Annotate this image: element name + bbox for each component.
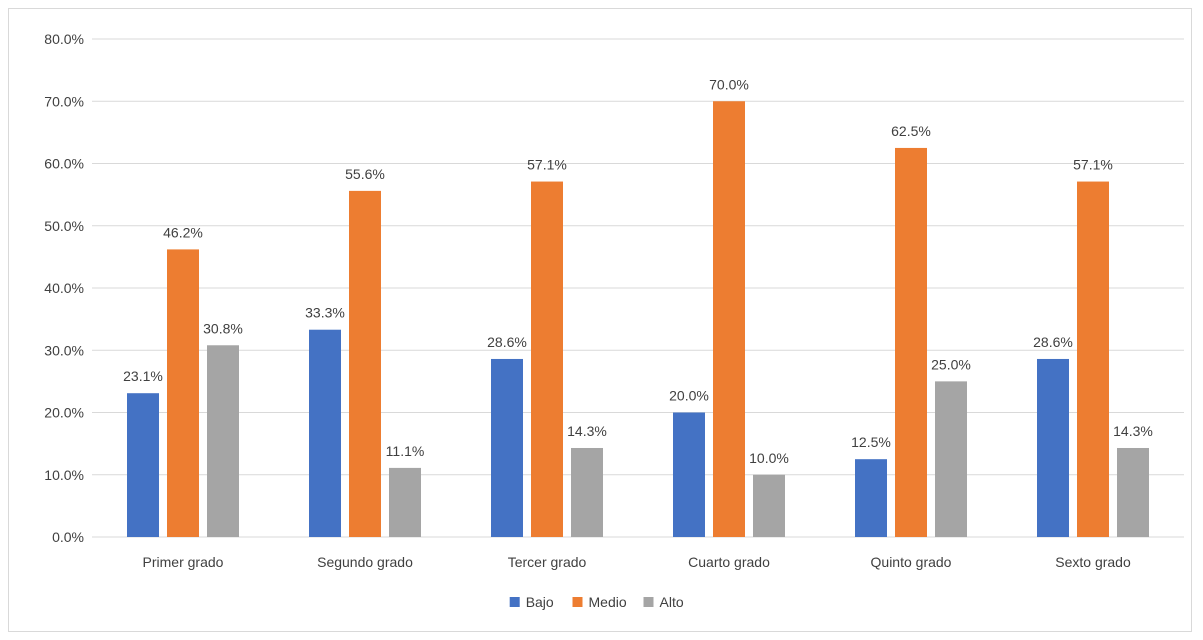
data-label-bajo: 28.6% (487, 334, 527, 350)
bar-alto-1 (207, 345, 239, 537)
y-tick-label: 80.0% (44, 31, 84, 47)
bar-medio-3 (531, 181, 563, 538)
y-tick-label: 60.0% (44, 156, 84, 172)
y-tick-label: 40.0% (44, 280, 84, 296)
data-label-bajo: 23.1% (123, 368, 163, 384)
bar-medio-2 (349, 190, 381, 537)
bar-medio-6 (1077, 181, 1109, 538)
bar-alto-4 (753, 474, 785, 537)
data-label-bajo: 12.5% (851, 434, 891, 450)
y-tick-label: 50.0% (44, 218, 84, 234)
chart-frame: 0.0% 10.0% 20.0% 30.0% 40.0% 50.0% 60.0% 70.0% 8… (8, 8, 1192, 632)
bar-bajo-2 (309, 329, 341, 537)
legend-swatch-alto (643, 597, 654, 607)
y-tick-label: 20.0% (44, 405, 84, 421)
x-tick-label: Quinto grado (871, 554, 952, 570)
data-label-medio: 55.6% (345, 166, 385, 182)
bar-alto-2 (389, 467, 421, 537)
y-tick-label: 0.0% (52, 529, 84, 545)
y-tick-label: 10.0% (44, 467, 84, 483)
bar-bajo-1 (127, 393, 159, 537)
legend-swatch-bajo (509, 597, 520, 607)
bar-alto-3 (571, 447, 603, 537)
data-label-medio: 70.0% (709, 76, 749, 92)
data-label-bajo: 28.6% (1033, 334, 1073, 350)
data-label-medio: 46.2% (163, 224, 203, 240)
data-label-bajo: 20.0% (669, 388, 709, 404)
bar-bajo-5 (855, 459, 887, 537)
legend-swatch-medio (572, 597, 583, 607)
bar-alto-6 (1117, 447, 1149, 537)
bar-chart: 0.0% 10.0% 20.0% 30.0% 40.0% 50.0% 60.0% 70.0% 8… (44, 31, 1184, 610)
data-label-alto: 14.3% (1113, 423, 1153, 439)
data-labels: 23.1% 46.2% 30.8% 33.3% 55.6% 11.1% 28.6% 57.1%… (123, 76, 1153, 466)
bar-bajo-3 (491, 358, 523, 537)
legend-label-bajo: Bajo (526, 594, 554, 610)
gridlines (92, 38, 1184, 538)
data-label-bajo: 33.3% (305, 305, 345, 321)
data-label-alto: 14.3% (567, 423, 607, 439)
bar-bajo-4 (673, 412, 705, 537)
data-label-medio: 57.1% (1073, 157, 1113, 173)
bar-medio-5 (895, 147, 927, 537)
x-tick-label: Primer grado (143, 554, 224, 570)
bar-alto-5 (935, 381, 967, 537)
bar-medio-1 (167, 249, 199, 537)
x-tick-label: Sexto grado (1055, 554, 1131, 570)
y-tick-label: 70.0% (44, 93, 84, 109)
bar-bajo-6 (1037, 358, 1069, 537)
data-label-alto: 11.1% (386, 443, 425, 459)
bars (127, 101, 1149, 538)
y-tick-label: 30.0% (44, 342, 84, 358)
legend-label-medio: Medio (589, 594, 627, 610)
data-label-medio: 62.5% (891, 123, 931, 139)
legend: Bajo Medio Alto (509, 594, 684, 610)
y-axis-ticks: 0.0% 10.0% 20.0% 30.0% 40.0% 50.0% 60.0% 70.0% 8… (44, 31, 84, 545)
data-label-alto: 30.8% (203, 320, 243, 336)
data-label-medio: 57.1% (527, 157, 567, 173)
x-tick-label: Tercer grado (508, 554, 587, 570)
bar-medio-4 (713, 101, 745, 537)
data-label-alto: 10.0% (749, 450, 789, 466)
x-axis-ticks: Primer grado Segundo grado Tercer grado Cua… (143, 554, 1131, 570)
x-tick-label: Segundo grado (317, 554, 413, 570)
legend-label-alto: Alto (660, 594, 684, 610)
x-tick-label: Cuarto grado (688, 554, 770, 570)
data-label-alto: 25.0% (931, 356, 971, 372)
